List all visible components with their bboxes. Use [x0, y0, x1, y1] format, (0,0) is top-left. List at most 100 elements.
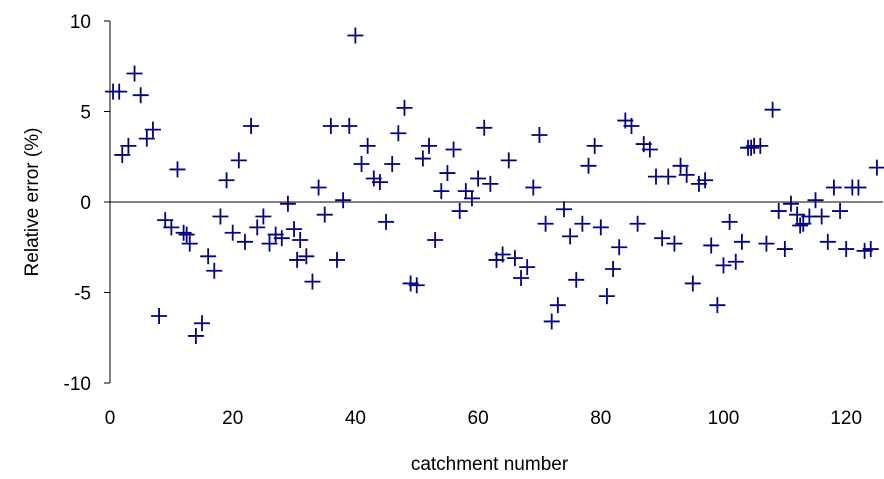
data-point-marker: [792, 217, 809, 234]
data-point-marker: [359, 137, 376, 154]
data-point-marker: [310, 179, 327, 196]
y-tick-label: 0: [80, 193, 91, 214]
data-point-marker: [433, 183, 450, 200]
data-point-marker: [144, 121, 161, 138]
data-point-marker: [764, 101, 781, 118]
data-point-marker: [353, 155, 370, 172]
data-point-marker: [273, 230, 290, 247]
data-point-marker: [605, 260, 622, 277]
data-point-marker: [292, 232, 309, 249]
data-point-marker: [289, 251, 306, 268]
data-point-marker: [408, 277, 425, 294]
data-point-marker: [733, 233, 750, 250]
data-point-marker: [666, 235, 683, 252]
data-point-marker: [286, 221, 303, 238]
data-point-marker: [463, 190, 480, 207]
data-point-marker: [500, 152, 517, 169]
data-point-marker: [782, 195, 799, 212]
data-point-marker: [414, 150, 431, 167]
data-point-marker: [261, 235, 278, 252]
data-point-marker: [807, 192, 824, 209]
data-point-marker: [427, 232, 444, 249]
x-tick-label: 120: [830, 408, 862, 429]
data-point-marker: [181, 235, 198, 252]
data-point-marker: [715, 257, 732, 274]
data-point-marker: [819, 233, 836, 250]
data-point-marker: [868, 159, 884, 176]
data-point-marker: [371, 174, 388, 191]
x-tick-label: 60: [468, 408, 489, 429]
data-point-marker: [445, 141, 462, 158]
data-point-marker: [641, 141, 658, 158]
data-point-marker: [678, 166, 695, 183]
data-point-marker: [249, 219, 266, 236]
data-point-marker: [672, 157, 689, 174]
data-point-marker: [709, 297, 726, 314]
data-point-marker: [654, 230, 671, 247]
x-tick-label: 0: [105, 408, 116, 429]
data-point-marker: [574, 215, 591, 232]
data-point-marker: [549, 297, 566, 314]
data-point-marker: [200, 248, 217, 265]
data-point-marker: [421, 137, 438, 154]
x-tick-label: 40: [345, 408, 366, 429]
data-point-marker: [384, 155, 401, 172]
data-point-marker: [838, 241, 855, 258]
data-point-marker: [598, 288, 615, 305]
data-point-marker: [178, 226, 195, 243]
data-point-marker: [592, 219, 609, 236]
x-tick-label: 20: [222, 408, 243, 429]
data-point-marker: [531, 127, 548, 144]
data-point-marker: [684, 275, 701, 292]
data-point-marker: [850, 179, 867, 196]
data-point-marker: [743, 139, 760, 156]
data-point-marker: [513, 270, 530, 287]
data-point-marker: [813, 208, 830, 225]
data-point-marker: [525, 179, 542, 196]
data-point-marker: [347, 27, 364, 44]
data-point-marker: [697, 172, 714, 189]
data-point-marker: [206, 262, 223, 279]
axes: [109, 21, 883, 383]
data-point-marker: [390, 125, 407, 142]
data-point-marker: [611, 239, 628, 256]
data-point-marker: [126, 65, 143, 82]
data-points: [105, 27, 884, 344]
x-axis-ticks: 0 20 40 60 80 100 120: [105, 408, 862, 429]
data-point-marker: [758, 235, 775, 252]
data-point-marker: [629, 215, 646, 232]
data-point-marker: [451, 203, 468, 220]
y-tick-label: -10: [64, 374, 91, 395]
data-point-marker: [396, 99, 413, 116]
data-point-marker: [721, 213, 738, 230]
data-point-marker: [568, 271, 585, 288]
data-point-marker: [175, 224, 192, 241]
data-point-marker: [703, 237, 720, 254]
data-point-marker: [230, 152, 247, 169]
data-point-marker: [194, 315, 211, 332]
y-axis-title: Relative error (%): [22, 128, 43, 277]
data-point-marker: [482, 175, 499, 192]
data-point-marker: [825, 179, 842, 196]
x-tick-label: 80: [590, 408, 611, 429]
data-point-marker: [770, 203, 787, 220]
data-point-marker: [132, 87, 149, 104]
data-point-marker: [586, 137, 603, 154]
data-point-marker: [543, 313, 560, 330]
data-point-marker: [328, 251, 345, 268]
data-point-marker: [218, 172, 235, 189]
y-tick-label: -5: [74, 284, 91, 305]
data-point-marker: [789, 206, 806, 223]
data-point-marker: [494, 246, 511, 263]
data-point-marker: [470, 170, 487, 187]
data-point-marker: [111, 83, 128, 100]
data-point-marker: [537, 215, 554, 232]
data-point-marker: [163, 219, 180, 236]
data-point-marker: [236, 233, 253, 250]
data-point-marker: [279, 195, 296, 212]
x-axis-title: catchment number: [411, 454, 569, 475]
data-point-marker: [660, 168, 677, 185]
data-point-marker: [519, 259, 536, 276]
data-point-marker: [623, 117, 640, 134]
